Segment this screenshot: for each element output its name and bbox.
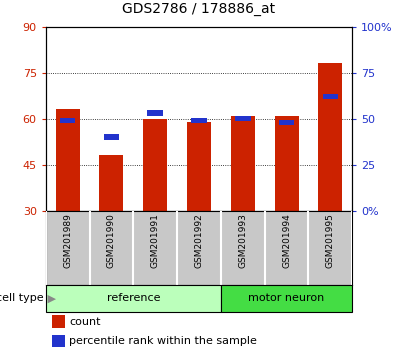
Bar (100, 155, 123, 211)
Text: motor neuron: motor neuron (248, 293, 325, 303)
Bar (191, 118, 207, 123)
Text: ▶: ▶ (44, 293, 56, 303)
Text: GSM201995: GSM201995 (326, 213, 335, 268)
Bar (187, 122, 211, 211)
Text: GSM201992: GSM201992 (195, 213, 203, 268)
Text: GSM201993: GSM201993 (238, 213, 247, 268)
Bar (143, 119, 167, 211)
Bar (221, 285, 352, 312)
Bar (235, 116, 251, 121)
Bar (56, 109, 80, 211)
Text: GSM201989: GSM201989 (63, 213, 72, 268)
Bar (279, 120, 295, 125)
Bar (275, 115, 298, 211)
Bar (52, 335, 65, 347)
Bar (103, 134, 119, 140)
Bar (52, 315, 65, 328)
Text: percentile rank within the sample: percentile rank within the sample (69, 336, 257, 346)
Text: GSM201991: GSM201991 (151, 213, 160, 268)
Text: count: count (69, 316, 101, 327)
Bar (318, 63, 342, 211)
Text: GSM201994: GSM201994 (282, 213, 291, 268)
Text: GDS2786 / 178886_at: GDS2786 / 178886_at (123, 2, 275, 16)
Bar (60, 118, 76, 123)
Bar (46, 285, 221, 312)
Text: GSM201990: GSM201990 (107, 213, 116, 268)
Bar (231, 115, 255, 211)
Text: reference: reference (107, 293, 160, 303)
Bar (322, 94, 338, 99)
Bar (147, 110, 163, 116)
Text: cell type: cell type (0, 293, 44, 303)
